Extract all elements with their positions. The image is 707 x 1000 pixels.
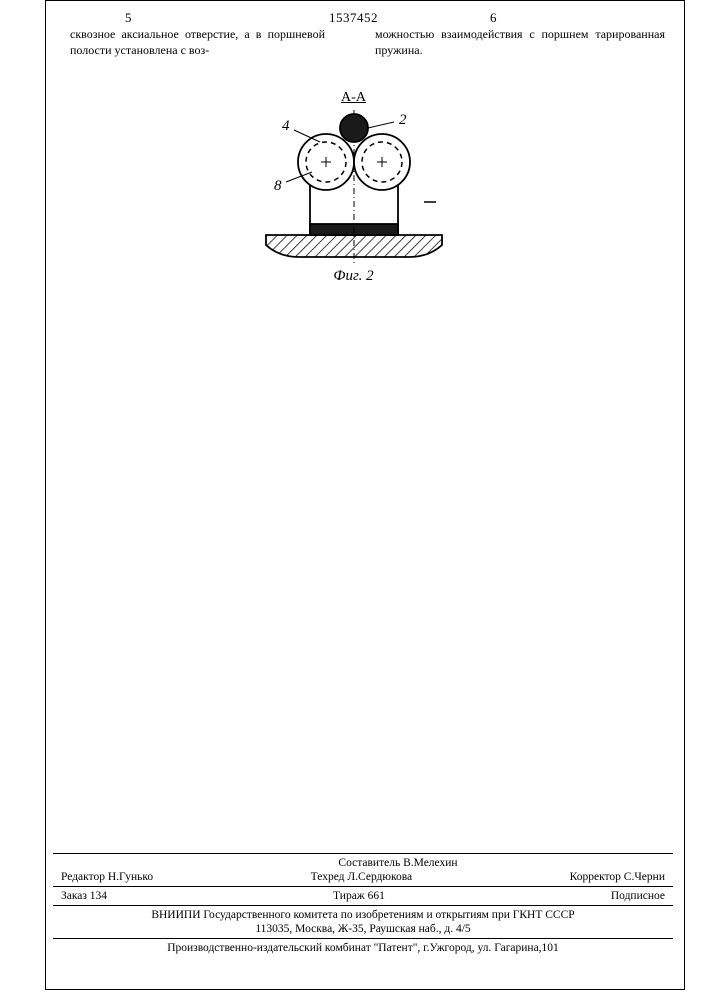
ref-2-label: 2 [399,112,407,128]
techred: Техред Л.Сердюкова [311,871,412,883]
right-column-number: 6 [490,10,497,26]
divider [53,853,673,854]
divider [53,886,673,887]
section-label: А-А [341,90,366,106]
ref-8-label: 8 [274,178,282,194]
divider [53,938,673,939]
figure-caption: Фиг. 2 [333,268,373,285]
order: Заказ 134 [61,890,107,902]
org-line-1: ВНИИПИ Государственного комитета по изоб… [53,909,673,921]
left-column-text: сквозное аксиальное отверстие, а в поршн… [70,26,325,58]
divider [53,905,673,906]
document-number: 1537452 [329,10,378,26]
org-line-2: 113035, Москва, Ж-35, Раушская наб., д. … [53,923,673,935]
compiler-line: Составитель В.Мелехин [53,857,673,869]
circulation: Тираж 661 [333,890,385,902]
right-column-text: можностью взаимодействия с поршнем тарир… [375,26,665,58]
left-column-number: 5 [125,10,132,26]
publisher-line: Производственно-издательский комбинат "П… [53,942,673,954]
order-row: Заказ 134 Тираж 661 Подписное [53,890,673,902]
subscription: Подписное [611,890,665,902]
footer-block: Составитель В.Мелехин Редактор Н.Гунько … [53,850,673,956]
corrector: Корректор С.Черни [570,871,665,883]
credits-row: Редактор Н.Гунько Техред Л.Сердюкова Кор… [53,871,673,883]
ref-4-label: 4 [282,118,290,134]
editor: Редактор Н.Гунько [61,871,153,883]
